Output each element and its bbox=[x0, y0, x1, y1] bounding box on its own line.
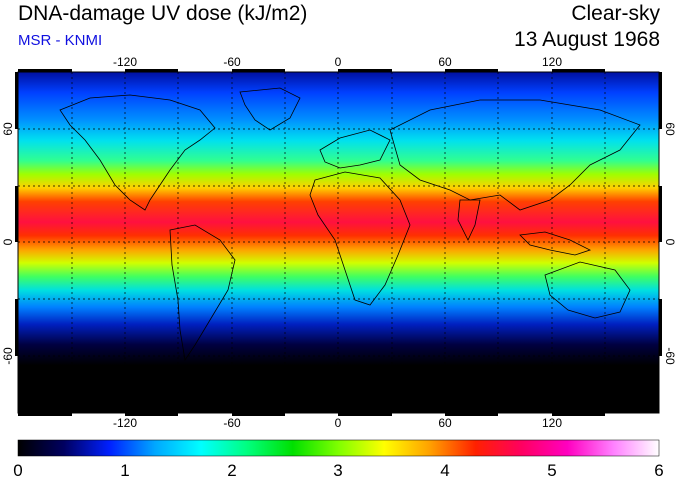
lat-tick-right: -60 bbox=[663, 347, 677, 365]
map-title: DNA-damage UV dose (kJ/m2) bbox=[18, 2, 308, 25]
lon-tick-top: 0 bbox=[335, 55, 342, 69]
map-border-ticks bbox=[15, 69, 662, 416]
map-date: 13 August 1968 bbox=[514, 28, 660, 51]
lon-tick-bottom: -60 bbox=[223, 416, 241, 430]
lat-tick-right: 0 bbox=[663, 239, 677, 246]
uv-field bbox=[18, 72, 659, 413]
sky-condition: Clear-sky bbox=[571, 2, 660, 25]
lon-tick-bottom: 0 bbox=[335, 416, 342, 430]
lon-tick-top: -60 bbox=[223, 55, 241, 69]
lat-tick-left: 0 bbox=[1, 238, 15, 245]
colorbar-label: 5 bbox=[547, 461, 556, 480]
colorbar-label: 6 bbox=[654, 461, 663, 480]
colorbar-label: 4 bbox=[440, 461, 449, 480]
lon-tick-top: -120 bbox=[113, 55, 137, 69]
map-subtitle: MSR - KNMI bbox=[18, 32, 103, 49]
lon-tick-bottom: 60 bbox=[438, 416, 452, 430]
colorbar-label: 2 bbox=[227, 461, 236, 480]
colorbar-label: 1 bbox=[120, 461, 129, 480]
coastlines bbox=[18, 87, 659, 399]
colorbar bbox=[17, 439, 660, 457]
lon-tick-bottom: -120 bbox=[113, 416, 137, 430]
lon-tick-bottom: 120 bbox=[542, 416, 562, 430]
lat-tick-left: -60 bbox=[1, 347, 15, 365]
lat-tick-left: 60 bbox=[1, 122, 15, 136]
colorbar-label: 3 bbox=[333, 461, 342, 480]
graticule bbox=[18, 72, 659, 413]
lat-tick-right: 60 bbox=[663, 122, 677, 136]
colorbar-label: 0 bbox=[13, 461, 22, 480]
lon-tick-top: 60 bbox=[438, 55, 452, 69]
lon-tick-top: 120 bbox=[542, 55, 562, 69]
